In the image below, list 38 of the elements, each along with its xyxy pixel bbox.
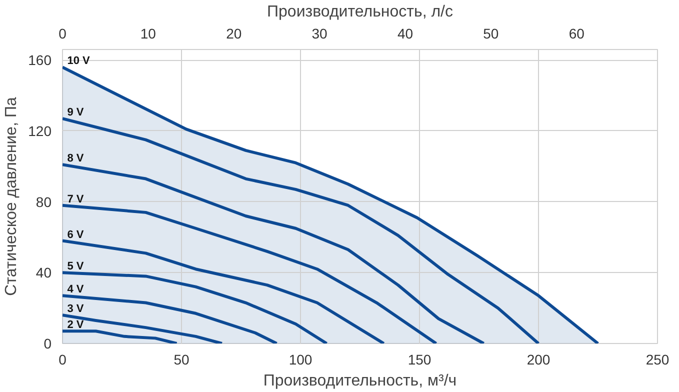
x2-axis-title: Производительность, л/с xyxy=(267,4,453,20)
line-series xyxy=(62,117,540,344)
series-label: 10 V xyxy=(67,55,91,68)
y-axis-title: Статическое давление, Па xyxy=(3,97,20,296)
x2-tick-label: 60 xyxy=(568,26,585,42)
x-axis-title: Производительность, м³/ч xyxy=(263,372,457,390)
x2-tick-label: 0 xyxy=(58,26,67,42)
x-tick-label: 100 xyxy=(288,352,312,368)
line-series xyxy=(62,239,386,344)
line-series xyxy=(62,330,178,344)
series-label: 7 V xyxy=(67,193,84,206)
line-series xyxy=(62,314,224,344)
series-label: 3 V xyxy=(67,303,84,316)
x2-tick-label: 40 xyxy=(397,26,414,42)
x-tick-label: 0 xyxy=(58,352,67,368)
y-tick-label: 160 xyxy=(28,52,52,68)
y-tick-label: 0 xyxy=(44,336,52,352)
series-label: 5 V xyxy=(67,260,84,273)
y-tick-label: 80 xyxy=(36,194,52,210)
series-label: 8 V xyxy=(67,152,84,165)
line-series xyxy=(62,294,278,344)
y-tick-label: 40 xyxy=(36,264,52,281)
line-series xyxy=(62,163,486,344)
x2-tick-label: 10 xyxy=(140,26,156,42)
x-tick-label: 250 xyxy=(646,352,670,368)
series-label: 4 V xyxy=(67,284,84,296)
series-label: 6 V xyxy=(67,228,84,241)
x2-tick-label: 20 xyxy=(226,26,242,42)
x-tick-label: 50 xyxy=(174,352,190,368)
x-tick-label: 200 xyxy=(526,352,550,368)
y-tick-label: 120 xyxy=(28,122,52,139)
series-label: 9 V xyxy=(67,106,84,119)
line-series xyxy=(62,204,438,344)
x-tick-label: 150 xyxy=(408,352,432,368)
x2-tick-label: 30 xyxy=(312,26,328,42)
line-series xyxy=(62,271,328,344)
x2-tick-label: 50 xyxy=(483,26,499,42)
series-label: 2 V xyxy=(67,319,84,332)
